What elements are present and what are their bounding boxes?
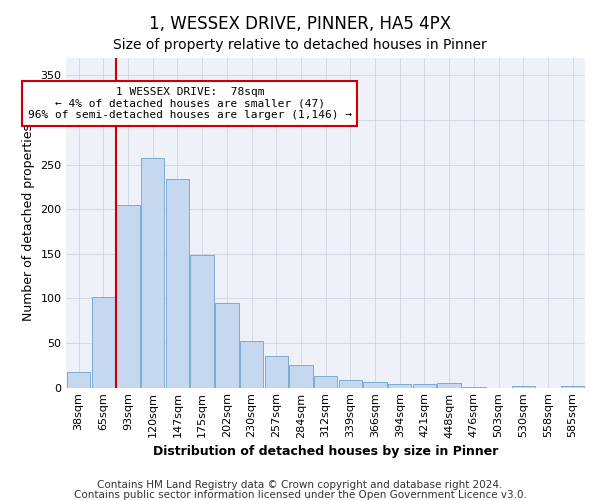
Bar [215,303,239,388]
Bar [67,372,91,388]
Bar [141,158,164,388]
Bar [338,380,362,388]
Bar [265,356,288,388]
Bar [462,386,485,388]
Bar [413,384,436,388]
Bar [92,298,115,388]
Bar [289,366,313,388]
Bar [166,179,189,388]
Text: Contains HM Land Registry data © Crown copyright and database right 2024.: Contains HM Land Registry data © Crown c… [97,480,503,490]
Text: 1 WESSEX DRIVE:  78sqm
← 4% of detached houses are smaller (47)
96% of semi-deta: 1 WESSEX DRIVE: 78sqm ← 4% of detached h… [28,87,352,120]
Bar [561,386,584,388]
Text: Contains public sector information licensed under the Open Government Licence v3: Contains public sector information licen… [74,490,526,500]
X-axis label: Distribution of detached houses by size in Pinner: Distribution of detached houses by size … [153,444,499,458]
Bar [437,383,461,388]
Bar [364,382,387,388]
Bar [190,254,214,388]
Text: 1, WESSEX DRIVE, PINNER, HA5 4PX: 1, WESSEX DRIVE, PINNER, HA5 4PX [149,15,451,33]
Bar [116,204,140,388]
Y-axis label: Number of detached properties: Number of detached properties [22,124,35,321]
Bar [240,341,263,388]
Text: Size of property relative to detached houses in Pinner: Size of property relative to detached ho… [113,38,487,52]
Bar [314,376,337,388]
Bar [512,386,535,388]
Bar [388,384,412,388]
